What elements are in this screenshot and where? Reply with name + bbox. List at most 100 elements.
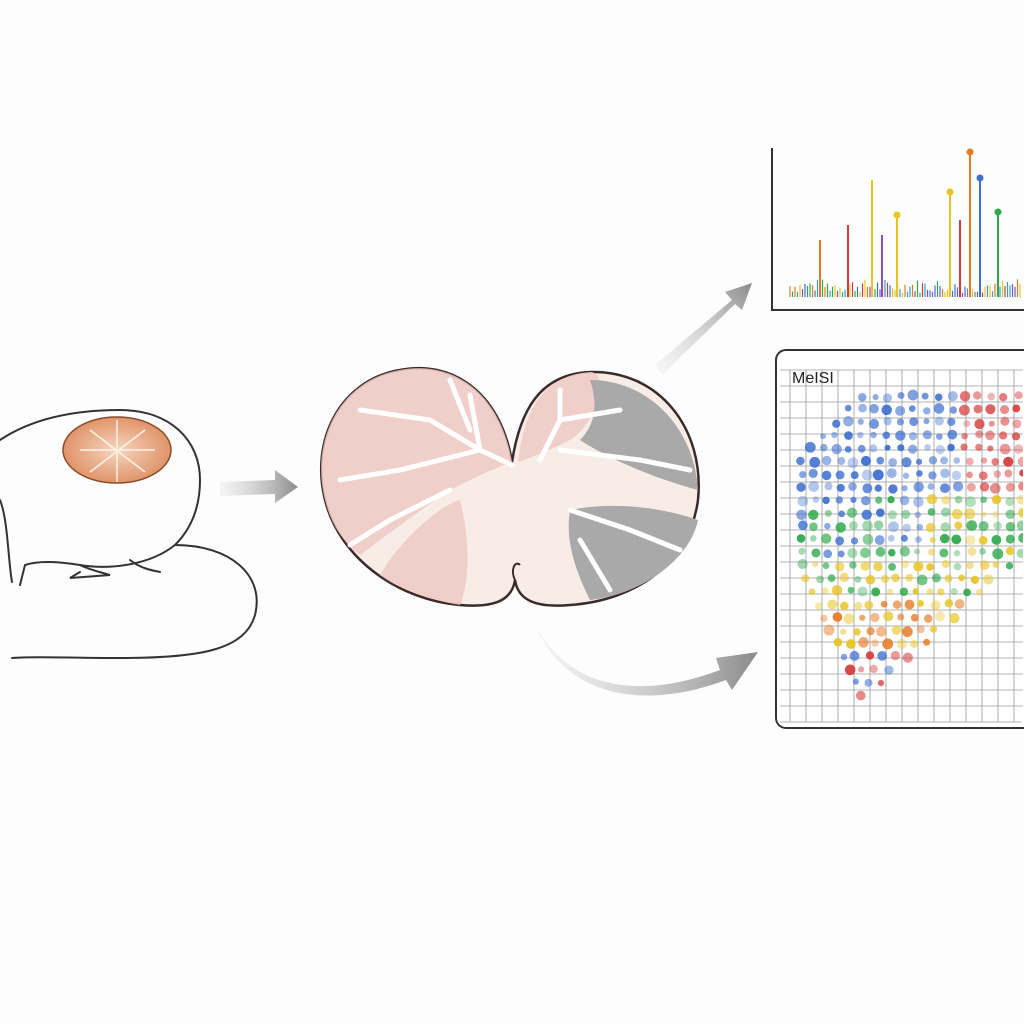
intensity-dot [1016,495,1023,505]
intensity-dot [916,625,925,634]
intensity-dot [823,549,833,559]
intensity-dot [848,520,858,530]
intensity-dot [947,417,956,426]
intensity-dot [980,457,988,464]
intensity-dot [987,445,994,452]
intensity-dot [923,614,933,623]
intensity-dot [897,444,905,452]
intensity-dot [797,558,808,570]
intensity-dot [1014,391,1023,400]
rat-leg [129,559,161,573]
intensity-dot [798,547,806,555]
intensity-dot [1000,416,1010,426]
intensity-dot [902,523,911,533]
intensity-dot [913,561,924,572]
intensity-dot [820,443,828,452]
intensity-dot [923,638,931,646]
intensity-dot [823,624,835,636]
intensity-dot [947,443,955,452]
intensity-dot [966,520,978,531]
intensity-dot [873,520,884,530]
intensity-dot [1005,496,1015,506]
intensity-dot [1011,432,1021,441]
intensity-dot [821,587,829,595]
intensity-dot [910,640,918,649]
rat-tail [11,544,258,660]
intensity-dot [993,470,1002,478]
intensity-dot [869,664,878,674]
intensity-dot [857,418,864,425]
intensity-dot [860,547,871,559]
intensity-dot [892,600,902,609]
intensity-dot [846,639,856,649]
intensity-dot [840,653,848,661]
intensity-dot [899,587,909,597]
intensity-dot [883,417,892,426]
intensity-dot [921,392,929,400]
intensity-dot [852,678,859,685]
intensity-dot [940,522,951,532]
intensity-dot [824,522,831,530]
intensity-dot [915,458,923,465]
intensity-dot [895,405,906,416]
intensity-dot [834,562,845,572]
intensity-dot [824,509,832,517]
intensity-dot [950,587,958,595]
intensity-dot [953,562,962,571]
intensity-dot [908,444,918,454]
intensity-dot [857,444,866,453]
intensity-dot [872,394,879,401]
intensity-dot [832,419,841,428]
intensity-dot [909,417,919,427]
intensity-dot [862,520,873,532]
intensity-dot [1005,482,1016,492]
intensity-dot [916,470,923,477]
intensity-dot [923,407,931,415]
intensity-dot [999,443,1011,455]
intensity-dot [939,548,949,558]
intensity-dot [951,470,962,481]
intensity-dot [858,637,869,648]
intensity-dot [860,561,870,571]
imaging-label: MeISI [792,370,834,387]
intensity-dot [1005,509,1016,520]
intensity-dot [913,548,921,555]
intensity-dot [870,612,880,623]
intensity-dot [840,628,847,635]
intensity-dot [934,393,943,401]
intensity-dot [816,575,825,584]
intensity-dot [949,612,960,624]
peak-marker [966,148,974,156]
intensity-dot [975,443,983,451]
intensity-dot [939,483,950,494]
intensity-dot [1017,456,1023,467]
intensity-dot [897,613,905,621]
intensity-dot [872,469,884,481]
intensity-dot [822,562,830,570]
intensity-dot [913,481,924,493]
intensity-dot [937,588,945,596]
intensity-dot [960,443,968,451]
intensity-dot [808,468,818,478]
intensity-dot [804,441,816,453]
intensity-dot [887,534,895,542]
intensity-dot [864,600,874,610]
intensity-dot [821,533,832,544]
intensity-dot [860,455,872,467]
brain-section [320,366,700,607]
intensity-dot [835,536,845,546]
intensity-dot [899,495,910,506]
intensity-dot [891,625,902,635]
intensity-dot [844,431,853,440]
intensity-dot [815,602,823,610]
intensity-dot [847,586,855,594]
intensity-dot [908,405,916,412]
intensity-dot [951,534,962,545]
intensity-dot [850,471,859,480]
intensity-dot [939,533,950,544]
intensity-dot [873,561,883,572]
intensity-dot [864,678,873,687]
intensity-dot [854,576,862,583]
intensity-dot [884,444,891,451]
intensity-dot [902,652,913,663]
